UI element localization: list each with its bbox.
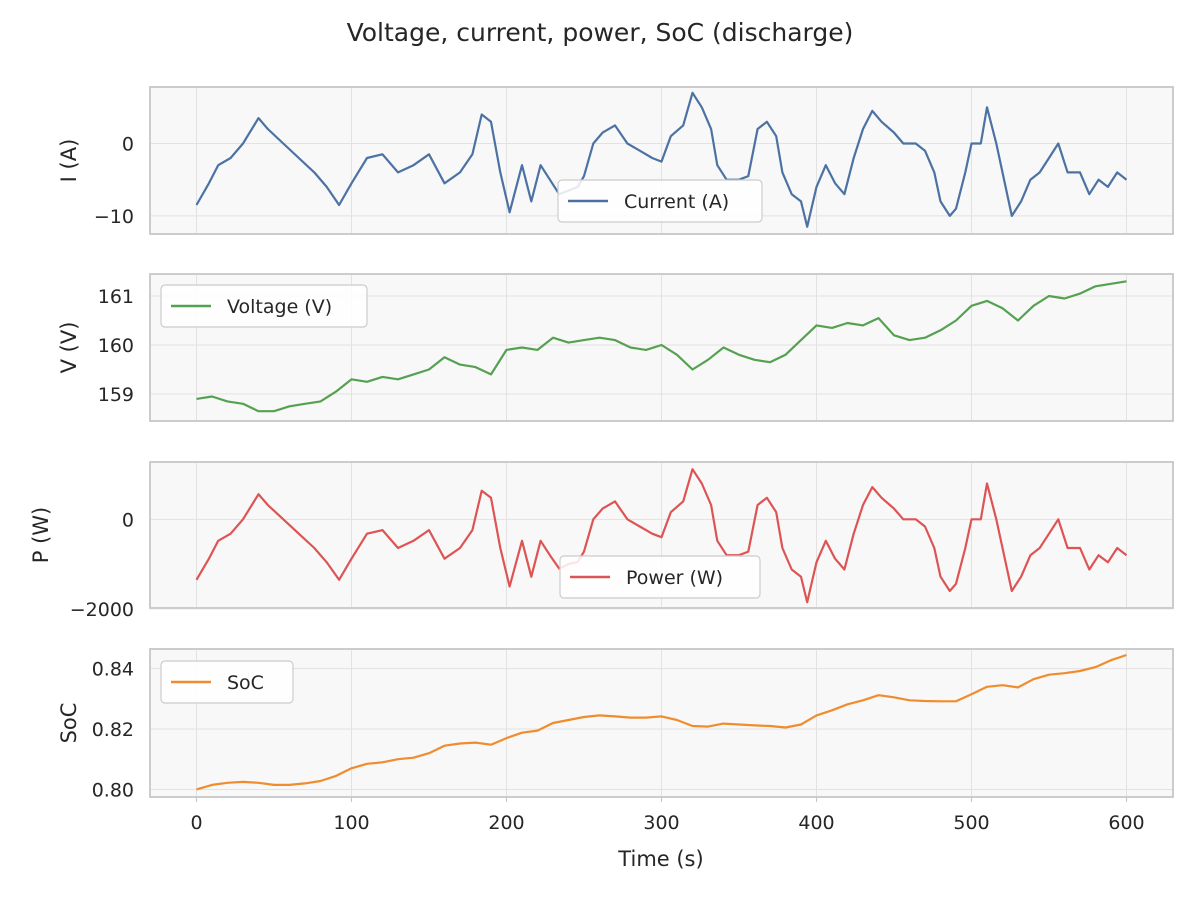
x-tick-labels: 0 100 200 300 400 500 600 <box>190 797 1145 834</box>
x-tick-label: 100 <box>333 812 369 834</box>
legend-box <box>160 660 294 704</box>
legend-label: Voltage (V) <box>227 296 332 318</box>
y-tick-label: −2000 <box>70 599 134 621</box>
legend-box <box>559 555 761 599</box>
y-tick-label: 0.84 <box>92 659 134 681</box>
legend: SoC <box>160 660 294 704</box>
plot-border <box>149 273 1174 422</box>
x-tick-label: 600 <box>1108 812 1144 834</box>
y-tick-label: 160 <box>98 335 134 357</box>
y-axis-label: P (W) <box>29 507 53 564</box>
series-line <box>196 653 1127 791</box>
x-tick-label: 500 <box>953 812 989 834</box>
y-tick-label: 0.82 <box>92 719 134 741</box>
subplots: 0 −10 I (A) Current (A) 161 160 159 V (V) Voltag… <box>29 86 1174 801</box>
series-line <box>195 468 1128 604</box>
series-line <box>196 280 1127 413</box>
legend: Power (W) <box>559 555 761 599</box>
subplot-2: 161 160 159 V (V) Voltage (V) <box>57 273 1174 422</box>
legend: Voltage (V) <box>160 284 368 328</box>
legend-label: Current (A) <box>624 191 729 213</box>
y-tick-label: 0 <box>122 509 134 531</box>
y-axis-label: I (A) <box>57 139 81 183</box>
x-tick-label: 0 <box>190 812 202 834</box>
y-tick-label: 159 <box>98 384 134 406</box>
y-axis-label: SoC <box>57 703 81 744</box>
x-tick-label: 300 <box>643 812 679 834</box>
y-tick-label: 0.80 <box>92 779 134 801</box>
y-tick-label: 0 <box>122 133 134 155</box>
legend-box <box>557 179 763 223</box>
subplot-3: 0 −2000 P (W) Power (W) <box>29 461 1174 621</box>
plot-border <box>149 86 1174 235</box>
subplot-4: 0.84 0.82 0.80 SoC SoC <box>57 648 1174 801</box>
legend: Current (A) <box>557 179 763 223</box>
plot-border <box>149 461 1174 609</box>
y-tick-label: 161 <box>98 286 134 308</box>
legend-box <box>160 284 368 328</box>
x-axis-label: Time (s) <box>617 847 703 871</box>
y-tick-label: −10 <box>94 206 134 228</box>
figure-title: Voltage, current, power, SoC (discharge) <box>347 18 854 47</box>
legend-label: Power (W) <box>626 567 723 589</box>
series-line <box>195 91 1128 228</box>
subplot-1: 0 −10 I (A) Current (A) <box>57 86 1174 235</box>
legend-label: SoC <box>227 672 264 694</box>
y-axis-label: V (V) <box>57 322 81 374</box>
x-tick-label: 400 <box>798 812 834 834</box>
x-tick-label: 200 <box>488 812 524 834</box>
